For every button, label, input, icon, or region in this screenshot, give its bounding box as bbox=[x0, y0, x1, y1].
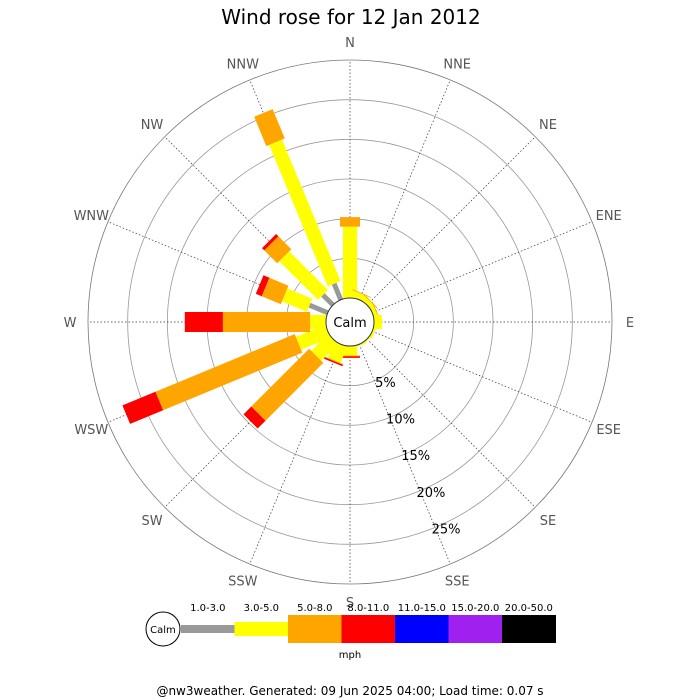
legend-calm-circle bbox=[145, 611, 181, 647]
speed-legend: Calm 1.0-3.0 3.0-5.0 5.0-8.0 8.0-11.0 11.0-15… bbox=[145, 603, 556, 661]
bar-wsw-5.0-8.0 bbox=[155, 334, 303, 411]
bar-wnw-8.0-11.0 bbox=[255, 275, 270, 297]
spoke-ene bbox=[372, 221, 593, 314]
ring-label-15: 15% bbox=[401, 449, 430, 464]
legend-label-15.0-20.0: 15.0-20.0 bbox=[451, 603, 499, 614]
footer-text: @nw3weather. Generated: 09 Jun 2025 04:0… bbox=[156, 684, 543, 698]
bar-sw-8.0-11.0 bbox=[243, 406, 266, 429]
ring-label-5: 5% bbox=[375, 376, 396, 391]
bar-wnw-5.0-8.0 bbox=[261, 277, 289, 305]
bar-sw-3.0-5.0 bbox=[311, 334, 338, 361]
bar-ssw-5.0-8.0 bbox=[324, 356, 344, 365]
legend-swatch-20.0-50.0 bbox=[502, 615, 556, 643]
spoke-ssw bbox=[249, 344, 342, 565]
bar-wnw-1.0-3.0 bbox=[308, 302, 329, 316]
bar-wsw-8.0-11.0 bbox=[122, 391, 164, 424]
direction-label-s: S bbox=[346, 596, 354, 611]
bar-nw-1.0-3.0 bbox=[321, 293, 335, 307]
ring-25 bbox=[127, 99, 573, 545]
legend-label-5.0-8.0: 5.0-8.0 bbox=[297, 603, 332, 614]
legend-label-11.0-15.0: 11.0-15.0 bbox=[398, 603, 446, 614]
chart-title: Wind rose for 12 Jan 2012 bbox=[221, 5, 480, 29]
bar-s-8.0-11.0 bbox=[340, 356, 360, 358]
bar-w-8.0-11.0 bbox=[184, 312, 223, 332]
legend-label-8.0-11.0: 8.0-11.0 bbox=[347, 603, 389, 614]
direction-label-ene: ENE bbox=[596, 209, 622, 224]
radial-tick-labels: 5% 10% 15% 20% 25% bbox=[375, 376, 460, 538]
bar-ssw-8.0-11.0 bbox=[324, 357, 344, 367]
bar-nne-5.0-8.0 bbox=[352, 289, 372, 298]
direction-label-nne: NNE bbox=[443, 57, 471, 72]
bar-wsw-3.0-5.0 bbox=[295, 324, 331, 350]
spoke-sse bbox=[358, 344, 451, 565]
legend-label-3.0-5.0: 3.0-5.0 bbox=[244, 603, 279, 614]
legend-swatch-15.0-20.0 bbox=[448, 615, 503, 643]
spoke-ese bbox=[372, 330, 593, 423]
spoke-ne bbox=[366, 136, 536, 306]
bar-sw-5.0-8.0 bbox=[251, 348, 324, 421]
direction-label-se: SE bbox=[540, 514, 556, 529]
legend-swatch-1.0-3.0 bbox=[181, 625, 235, 633]
bar-nw-8.0-11.0 bbox=[262, 234, 279, 251]
bar-n-5.0-8.0 bbox=[340, 217, 360, 227]
spoke-nne bbox=[358, 79, 451, 300]
legend-calm-label: Calm bbox=[150, 625, 176, 636]
bar-w-3.0-5.0 bbox=[310, 315, 326, 329]
bar-nnw-3.0-5.0 bbox=[269, 139, 341, 287]
legend-units: mph bbox=[339, 650, 361, 661]
ring-label-10: 10% bbox=[386, 413, 415, 428]
bar-s-5.0-8.0 bbox=[340, 355, 360, 357]
bar-nw-5.0-8.0 bbox=[264, 236, 292, 264]
bar-nnw-1.0-3.0 bbox=[331, 282, 344, 301]
direction-label-nnw: NNW bbox=[227, 57, 259, 72]
calm-circle: Calm bbox=[325, 297, 375, 347]
calm-circle-shape bbox=[325, 297, 375, 347]
legend-swatch-11.0-15.0 bbox=[395, 615, 449, 643]
legend-swatch-5.0-8.0 bbox=[288, 615, 342, 643]
legend-swatch-3.0-5.0 bbox=[234, 622, 289, 636]
bar-wnw-3.0-5.0 bbox=[281, 288, 313, 312]
calm-label: Calm bbox=[333, 316, 366, 331]
direction-label-w: W bbox=[64, 316, 77, 331]
direction-label-sse: SSE bbox=[445, 575, 470, 590]
legend-swatch-8.0-11.0 bbox=[341, 615, 396, 643]
ring-outer bbox=[87, 59, 613, 585]
direction-label-ese: ESE bbox=[596, 423, 621, 438]
direction-label-ne: NE bbox=[539, 118, 557, 133]
bar-n-3.0-5.0 bbox=[343, 226, 357, 298]
ring-label-25: 25% bbox=[432, 522, 461, 537]
legend-label-1.0-3.0: 1.0-3.0 bbox=[190, 603, 225, 614]
direction-label-n: N bbox=[345, 36, 355, 51]
spoke-se bbox=[366, 338, 536, 508]
wind-bars bbox=[122, 109, 382, 429]
bar-w-5.0-8.0 bbox=[222, 312, 311, 332]
legend-label-20.0-50.0: 20.0-50.0 bbox=[505, 603, 553, 614]
bar-nnw-5.0-8.0 bbox=[254, 109, 285, 147]
direction-label-sw: SW bbox=[141, 514, 162, 529]
direction-label-wnw: WNW bbox=[74, 209, 110, 224]
ring-label-20: 20% bbox=[416, 486, 445, 501]
bar-nw-3.0-5.0 bbox=[279, 251, 328, 300]
bar-ne-5.0-8.0 bbox=[363, 294, 378, 309]
direction-label-ssw: SSW bbox=[228, 575, 258, 590]
direction-label-nw: NW bbox=[141, 118, 164, 133]
direction-label-wsw: WSW bbox=[74, 423, 108, 438]
direction-labels: N NNE NE ENE E ESE SE SSE S SSW SW WSW W WNW NW NNW bbox=[64, 36, 635, 611]
direction-label-e: E bbox=[626, 316, 634, 331]
